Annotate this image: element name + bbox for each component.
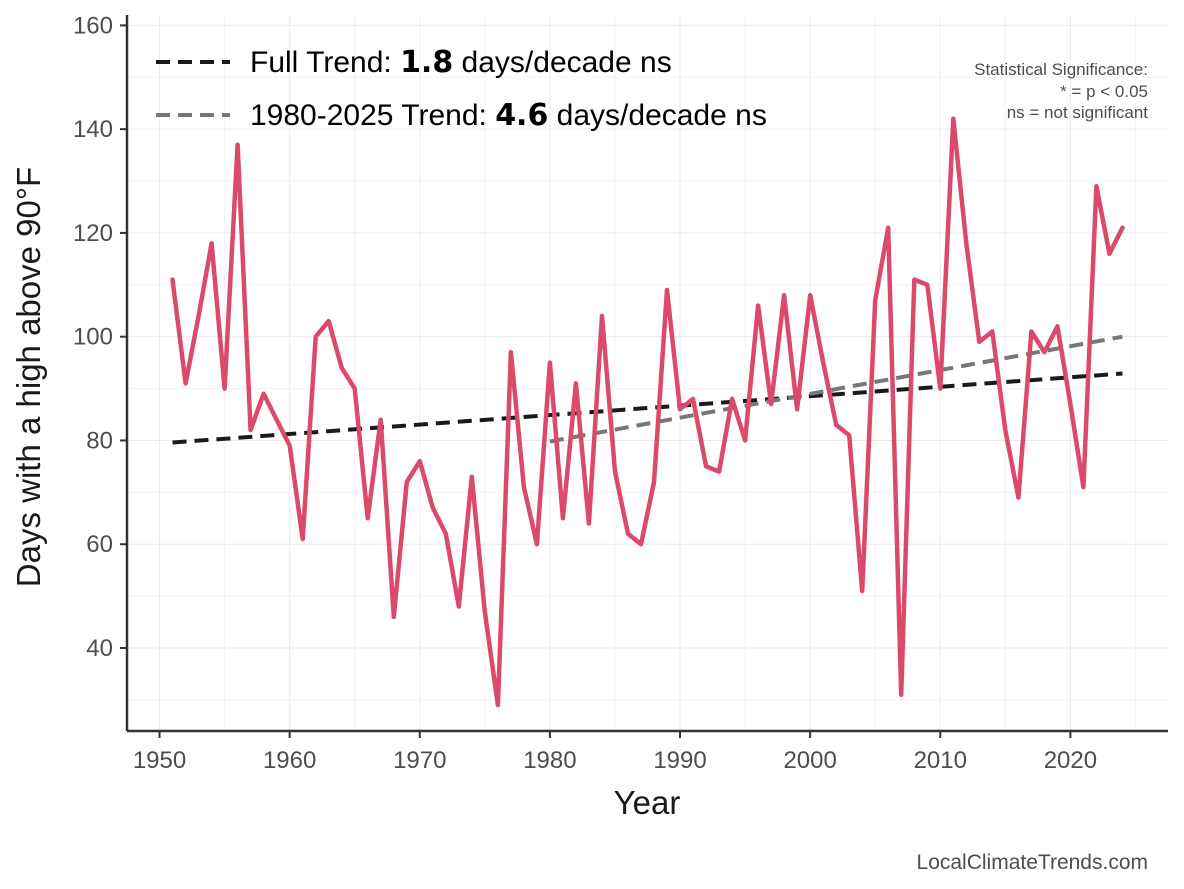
legend-prefix-recent-trend: 1980-2025 Trend: xyxy=(250,99,495,132)
x-tick-label: 1990 xyxy=(653,747,706,774)
y-tick-label: 60 xyxy=(86,531,113,558)
tick-labels: 1950 1960 1970 1980 1990 2000 2010 2020 40 60 80 10… xyxy=(73,12,1097,774)
x-tick-label: 2000 xyxy=(783,747,836,774)
legend-suffix-recent-trend: days/decade ns xyxy=(548,99,766,132)
legend-prefix-full-trend: Full Trend: xyxy=(250,46,400,79)
y-axis-title: Days with a high above 90°F xyxy=(10,167,47,587)
recent-trend-line xyxy=(549,334,1123,444)
legend-entry-recent-trend: 1980-2025 Trend: 4.6 days/decade ns xyxy=(250,98,767,133)
y-tick-label: 160 xyxy=(73,12,113,39)
legend-value-full-trend: 1.8 xyxy=(400,45,453,80)
significance-note: Statistical Significance: * = p < 0.05 n… xyxy=(974,60,1148,122)
x-tick-label: 1970 xyxy=(393,747,446,774)
legend-value-recent-trend: 4.6 xyxy=(495,98,548,133)
series-line xyxy=(170,116,1125,708)
full-trend-line xyxy=(172,371,1123,445)
y-tick-label: 140 xyxy=(73,116,113,143)
y-tick-label: 40 xyxy=(86,635,113,662)
significance-note-ns: ns = not significant xyxy=(1007,103,1149,122)
x-axis-title: Year xyxy=(614,784,681,821)
x-tick-label: 1950 xyxy=(133,747,186,774)
y-tick-label: 100 xyxy=(73,324,113,351)
data-series xyxy=(170,116,1125,708)
y-tick-label: 80 xyxy=(86,427,113,454)
legend-suffix-full-trend: days/decade ns xyxy=(453,46,671,79)
site-credit: LocalClimateTrends.com xyxy=(917,851,1148,874)
x-tick-label: 1980 xyxy=(523,747,576,774)
x-tick-label: 2020 xyxy=(1044,747,1097,774)
significance-note-title: Statistical Significance: xyxy=(974,60,1148,79)
trend-lines xyxy=(172,334,1123,445)
x-tick-label: 2010 xyxy=(914,747,967,774)
y-tick-label: 120 xyxy=(73,220,113,247)
x-tick-label: 1960 xyxy=(263,747,316,774)
significance-note-p-value: * = p < 0.05 xyxy=(1060,82,1148,101)
axes xyxy=(120,15,1168,738)
legend: Full Trend: 1.8 days/decade ns 1980-2025… xyxy=(156,45,767,133)
legend-entry-full-trend: Full Trend: 1.8 days/decade ns xyxy=(250,45,672,80)
